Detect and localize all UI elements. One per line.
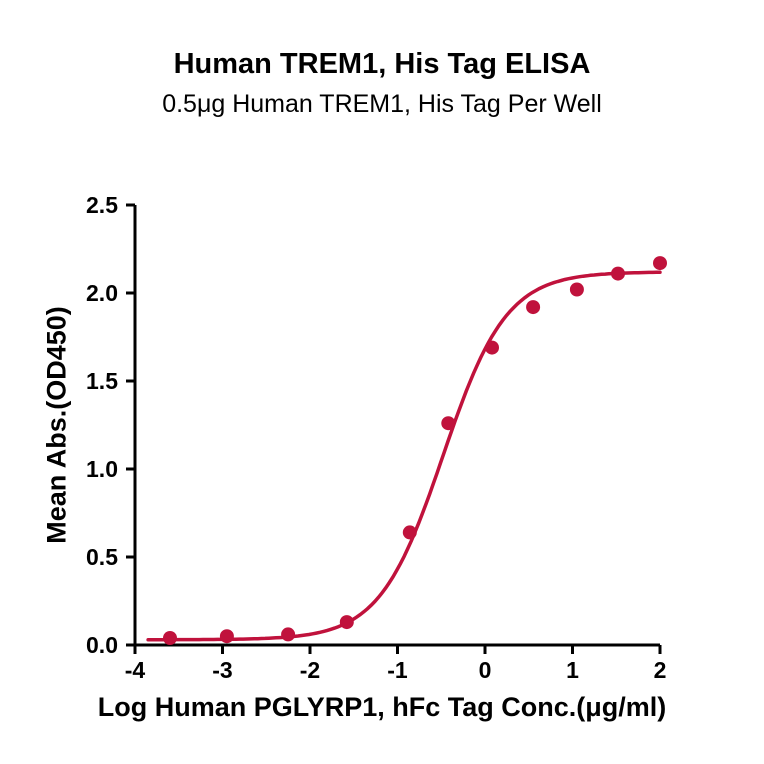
data-point xyxy=(163,631,177,645)
data-point xyxy=(526,300,541,315)
y-tick-label: 2.0 xyxy=(86,280,118,306)
x-tick-label: -2 xyxy=(300,657,320,683)
y-tick-label: 1.5 xyxy=(86,368,118,394)
x-tick-label: 0 xyxy=(479,657,492,683)
chart-subtitle: 0.5μg Human TREM1, His Tag Per Well xyxy=(162,90,602,118)
x-tick-label: -1 xyxy=(387,657,408,683)
x-tick-label: -4 xyxy=(125,657,146,683)
fit-curve xyxy=(146,270,662,642)
chart-title: Human TREM1, His Tag ELISA xyxy=(173,48,591,80)
y-tick-label: 1.0 xyxy=(86,456,118,482)
data-point xyxy=(219,629,234,644)
data-point xyxy=(339,615,354,630)
x-tick-label: 2 xyxy=(654,657,667,683)
data-point xyxy=(441,416,456,431)
data-point xyxy=(485,340,499,355)
y-tick-label: 0.5 xyxy=(86,544,118,570)
y-tick-label: 0.0 xyxy=(86,632,118,658)
data-point xyxy=(569,282,584,297)
x-tick-label: -3 xyxy=(212,657,232,683)
data-point xyxy=(611,266,625,281)
x-tick-label: 1 xyxy=(566,657,579,683)
y-tick-label: 2.5 xyxy=(86,192,118,218)
data-point xyxy=(402,525,417,540)
data-point xyxy=(281,627,296,642)
data-point xyxy=(653,256,667,271)
x-axis-label: Log Human PGLYRP1, hFc Tag Conc.(μg/ml) xyxy=(97,692,667,722)
